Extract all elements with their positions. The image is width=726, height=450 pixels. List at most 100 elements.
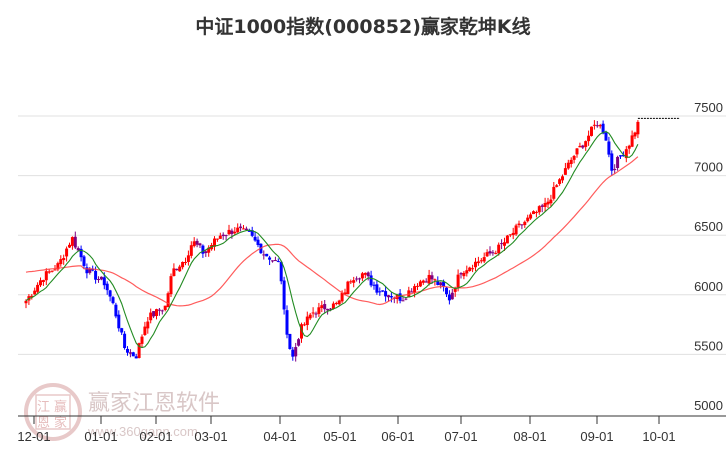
candle-body [613, 168, 617, 170]
watermark-seal-box [35, 394, 71, 430]
candle-body [175, 268, 179, 271]
candle-body [601, 123, 605, 134]
x-tick-label: 08-01 [513, 429, 546, 444]
candle-body [224, 235, 228, 237]
candle-body [523, 221, 527, 226]
candle-body [88, 268, 92, 273]
candle-body [166, 293, 170, 308]
candle-body [195, 240, 199, 245]
candle-body [592, 124, 596, 126]
candle-body [479, 260, 483, 262]
candle-body [340, 292, 344, 302]
candle-body [590, 126, 593, 136]
candle-body [372, 284, 376, 286]
candle-body [534, 212, 538, 214]
candle-body [65, 248, 69, 257]
candle-body [610, 153, 614, 171]
candle-body [343, 292, 347, 295]
candle-body [352, 280, 356, 283]
candle-body [97, 279, 100, 281]
candle-body [595, 125, 599, 127]
candle-body [33, 290, 37, 295]
candle-body [308, 314, 312, 319]
candle-body [387, 295, 390, 298]
candle-body [152, 311, 156, 317]
candle-body [575, 148, 579, 155]
candle-body [227, 229, 231, 235]
candle-body [131, 352, 135, 357]
candle-body [79, 248, 83, 258]
candle-body [291, 349, 295, 357]
candle-body [619, 155, 622, 157]
candle-body [230, 230, 234, 234]
candle-body [500, 243, 504, 245]
candle-body [598, 125, 602, 127]
candle-body [99, 276, 103, 280]
candle-body [126, 348, 129, 353]
candle-body [244, 228, 248, 231]
x-tick-label: 04-01 [263, 429, 296, 444]
x-tick-label: 02-01 [139, 429, 172, 444]
candle-body [323, 304, 327, 310]
candle-body [294, 347, 298, 357]
candle-body [384, 291, 388, 297]
candle-body [134, 356, 138, 359]
candle-body [169, 276, 173, 295]
candle-body [358, 278, 361, 280]
candle-body [314, 313, 318, 315]
candle-body [511, 232, 515, 236]
candle-body [236, 227, 240, 233]
candle-body [143, 326, 147, 335]
candle-body [442, 281, 446, 287]
candle-body [427, 274, 431, 284]
candle-body [349, 281, 353, 283]
candle-body [584, 141, 588, 147]
candle-body [566, 162, 570, 169]
candle-body [369, 275, 373, 286]
candle-body [50, 270, 54, 272]
candle-body [44, 271, 48, 281]
candle-body [36, 284, 40, 292]
candle-body [587, 135, 591, 142]
candle-body [633, 132, 637, 137]
candle-body [569, 159, 573, 164]
candle-body [453, 288, 457, 292]
candle-body [215, 238, 219, 240]
candle-body [505, 235, 509, 244]
candle-body [474, 261, 477, 268]
candle-body [517, 223, 521, 226]
candle-body [581, 145, 585, 148]
candle-body [488, 251, 492, 254]
candle-body [317, 307, 321, 314]
candle-body [302, 324, 306, 326]
candle-body [82, 256, 86, 266]
candle-body [207, 247, 211, 253]
watermark-name: 赢家江恩软件 [88, 391, 220, 416]
candle-body [181, 261, 185, 268]
candle-body [102, 277, 106, 286]
candle-body [250, 230, 254, 236]
candle-body [256, 239, 260, 245]
candle-body [416, 285, 419, 287]
candle-body [424, 281, 428, 283]
y-tick-label: 6500 [694, 219, 723, 234]
candle-body [120, 328, 124, 333]
candle-body [311, 312, 315, 314]
watermark: 江 赢 恩 家 赢家江恩软件 www.360gann.com [24, 383, 220, 441]
x-axis: 12-01 01-01 02-01 03-01 04-01 05-01 06-01 07-01… [17, 416, 676, 444]
candle-body [70, 237, 74, 246]
candle-body [201, 245, 205, 254]
candle-body [279, 261, 283, 282]
candle-body [563, 168, 567, 175]
candle-body [123, 333, 127, 349]
candle-body [381, 290, 385, 292]
candle-body [76, 248, 80, 251]
candle-body [401, 300, 405, 302]
candle-body [346, 281, 350, 295]
candle-body [140, 336, 144, 344]
watermark-seal-icon [24, 383, 82, 441]
candle-body [355, 278, 359, 280]
candle-body [430, 275, 434, 280]
candle-body [482, 257, 486, 262]
